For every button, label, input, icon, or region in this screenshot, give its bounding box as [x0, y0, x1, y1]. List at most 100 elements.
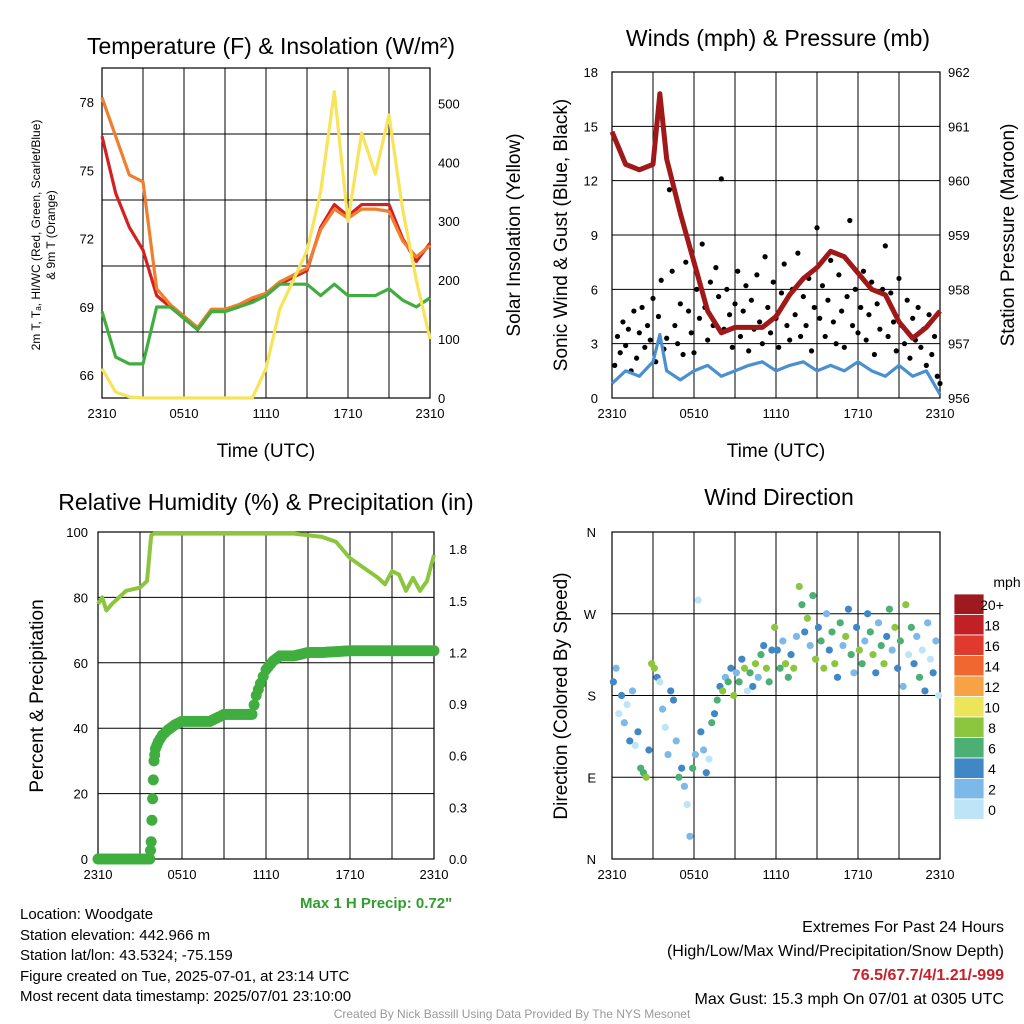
y2-tick-label: 0.9: [449, 697, 467, 712]
gust-point: [844, 293, 850, 300]
extremes-title: Extremes For Past 24 Hours: [802, 919, 1004, 936]
gust-point: [705, 337, 711, 343]
colorbar-label: 10: [984, 700, 1000, 716]
colorbar-swatch: [953, 634, 985, 656]
colorbar-label: 20+: [980, 597, 1004, 613]
gust-point: [729, 344, 735, 350]
colorbar-swatch: [953, 737, 985, 759]
y2-tick-label: 959: [948, 228, 970, 243]
gust-point: [732, 301, 738, 307]
direction-point: [847, 651, 855, 659]
direction-point: [874, 619, 883, 627]
y-tick-label: 40: [74, 721, 88, 736]
x-tick-label: 2310: [926, 406, 955, 421]
direction-point: [801, 628, 809, 636]
direction-point: [932, 637, 940, 645]
direction-point: [694, 596, 702, 604]
gust-point: [871, 351, 878, 358]
direction-point: [626, 737, 634, 745]
gust-point: [658, 277, 664, 283]
gust-point: [754, 272, 760, 278]
series-line-td: [100, 282, 431, 366]
gust-point: [765, 304, 771, 311]
gust-point: [874, 301, 880, 307]
gust-point: [890, 319, 897, 325]
direction-point: [732, 669, 740, 677]
panel-1-grid: [101, 67, 431, 399]
x-tick-label: 0510: [170, 406, 199, 421]
y2-tick-label: 100: [438, 332, 460, 347]
direction-point: [697, 728, 705, 736]
direction-point: [902, 601, 910, 609]
x-tick-label: 1110: [253, 867, 280, 882]
colorbar-label: 2: [988, 782, 996, 798]
gust-point: [836, 272, 842, 278]
direction-point: [730, 691, 738, 700]
x-tick-label: 1110: [763, 867, 790, 882]
y2-tick-label: 961: [948, 119, 970, 134]
direction-point: [894, 664, 902, 672]
gust-point: [901, 341, 908, 347]
direction-point: [926, 655, 935, 663]
gust-point: [882, 243, 888, 249]
gust-point: [623, 342, 629, 349]
y-axis-label: Direction (Colored By Speed): [551, 572, 572, 819]
direction-point: [762, 664, 771, 672]
direction-point: [617, 691, 626, 700]
direction-point: [760, 641, 768, 650]
gust-point: [617, 350, 623, 356]
station-location: Location: Woodgate: [20, 906, 154, 923]
series-line-station-pressure: [609, 91, 942, 341]
colorbar: [953, 593, 985, 820]
direction-point: [623, 700, 631, 709]
direction-point: [803, 614, 812, 622]
gust-point: [612, 362, 618, 368]
colorbar-swatch: [953, 614, 985, 636]
direction-point: [743, 687, 751, 695]
credit-line: Created By Nick Bassill Using Data Provi…: [333, 1007, 691, 1021]
gust-point: [666, 187, 673, 193]
precip-point: [145, 836, 157, 848]
x-tick-label: 1710: [336, 867, 365, 882]
gust-point: [707, 279, 714, 285]
direction-point: [891, 623, 899, 631]
precip-point: [146, 814, 158, 826]
y-tick-label: 69: [80, 300, 94, 315]
x-tick-label: 1710: [334, 406, 363, 421]
direction-point: [831, 660, 839, 668]
y-tick-label: 80: [74, 590, 88, 605]
direction-point: [915, 673, 924, 681]
gust-point: [748, 297, 755, 303]
direction-point: [842, 632, 850, 641]
gust-point: [910, 315, 916, 321]
x-tick-label: 1110: [253, 406, 280, 421]
x-tick-label: 1110: [763, 406, 790, 421]
direction-point: [658, 705, 667, 713]
gust-point: [644, 322, 651, 329]
direction-point: [699, 746, 708, 754]
y2-tick-label: 500: [438, 96, 460, 111]
max-precip-note: Max 1 H Precip: 0.72": [300, 895, 453, 912]
direction-point: [858, 660, 866, 668]
direction-point: [910, 660, 918, 668]
gust-point: [808, 348, 815, 354]
x-tick-label: 0510: [680, 867, 709, 882]
y2-tick-label: 957: [948, 337, 970, 352]
direction-point: [784, 673, 792, 681]
direction-point: [913, 632, 921, 641]
direction-point: [820, 664, 828, 672]
direction-point: [880, 660, 888, 668]
direction-point: [825, 646, 833, 654]
station-latlon: Station lat/lon: 43.5324; -75.159: [20, 947, 233, 964]
x-tick-label: 2310: [926, 867, 955, 882]
gust-point: [664, 335, 670, 341]
series-line-sonic-wind: [610, 333, 942, 396]
colorbar-swatch: [953, 655, 985, 677]
x-tick-label: 0510: [680, 406, 709, 421]
gust-point: [614, 333, 621, 340]
direction-point: [765, 678, 773, 686]
direction-point: [719, 687, 727, 695]
direction-point: [839, 641, 847, 650]
chart-title: Wind Direction: [704, 484, 854, 510]
gust-point: [833, 341, 839, 347]
